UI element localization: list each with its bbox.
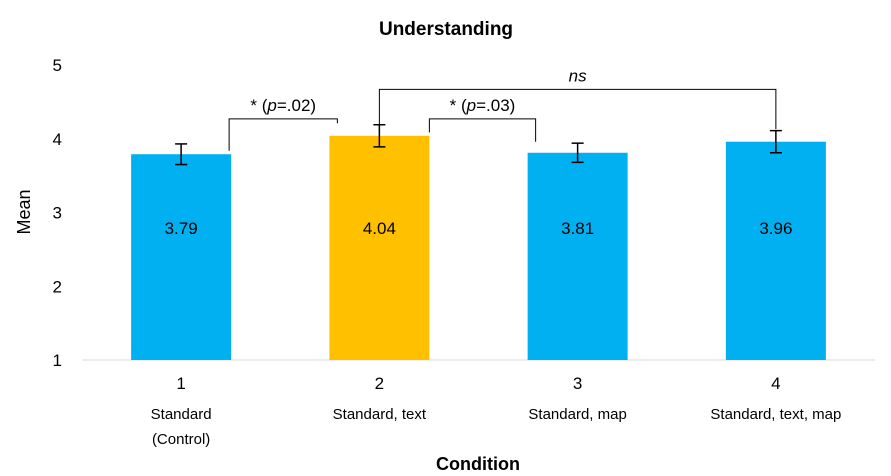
category-name: Standard, text, map [710, 406, 841, 423]
y-axis-ticks: 1 2 3 4 5 [53, 56, 62, 370]
y-tick-label: 4 [53, 130, 62, 149]
significance-label: ns [569, 66, 587, 85]
x-axis-label: Condition [436, 454, 520, 474]
category-name: (Control) [152, 431, 210, 448]
y-tick-label: 2 [53, 277, 62, 296]
bar [329, 135, 430, 360]
bar [725, 141, 826, 360]
significance-bracket: * (p=.02) [228, 96, 338, 151]
comparison-brackets: * (p=.02) * (p=.03) ns [228, 66, 777, 151]
bar [527, 152, 628, 360]
category-name: Standard, map [528, 406, 626, 423]
category-number: 2 [375, 374, 384, 393]
significance-bracket: ns [378, 66, 777, 133]
category-number: 4 [771, 374, 780, 393]
x-axis-categories: 1 Standard (Control) 2 Standard, text 3 Standa… [151, 374, 842, 448]
y-axis-label: Mean [14, 189, 34, 234]
error-bars [175, 123, 782, 166]
data-label: 3.81 [561, 219, 594, 238]
error-bar [769, 129, 782, 154]
data-label: 4.04 [363, 219, 396, 238]
significance-bracket: * (p=.03) [428, 96, 537, 142]
y-tick-label: 1 [53, 351, 62, 370]
significance-label: * (p=.03) [450, 96, 516, 115]
category-number: 1 [176, 374, 185, 393]
y-tick-label: 3 [53, 204, 62, 223]
category-number: 3 [573, 374, 582, 393]
bar [131, 154, 232, 360]
bars [131, 135, 826, 360]
error-bar [571, 142, 584, 164]
category-name: Standard, text [333, 406, 427, 423]
chart-title: Understanding [379, 19, 513, 40]
y-tick-label: 5 [53, 56, 62, 75]
value-labels: 3.79 4.04 3.81 3.96 [165, 219, 793, 238]
data-label: 3.96 [759, 219, 792, 238]
data-label: 3.79 [165, 219, 198, 238]
error-bar [175, 143, 188, 166]
category-name: Standard [151, 406, 212, 423]
significance-label: * (p=.02) [250, 96, 316, 115]
